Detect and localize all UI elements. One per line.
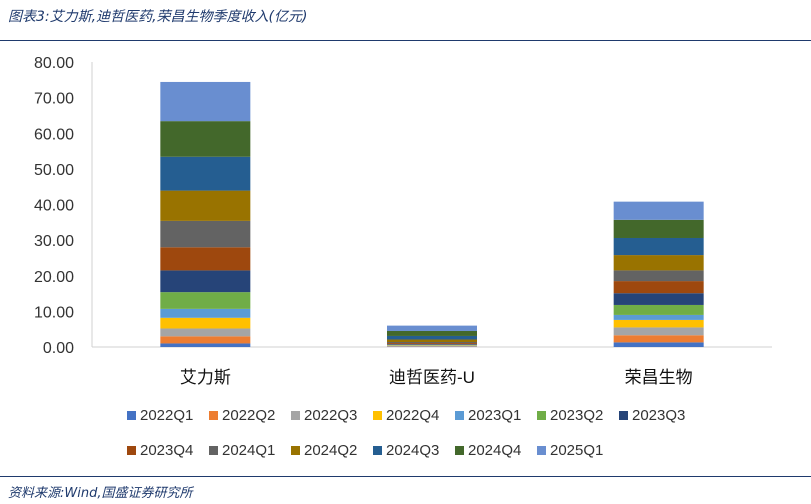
bars <box>160 81 704 347</box>
legend-swatch <box>455 411 464 420</box>
y-tick-label: 50.00 <box>34 162 74 179</box>
legend: 2022Q1 2022Q2 2022Q3 2022Q4 2023Q1 2023Q2 2023… <box>127 407 685 459</box>
legend-label: 2023Q3 <box>632 407 685 424</box>
category-labels: 艾力斯 迪哲医药-U 荣昌生物 <box>180 368 693 387</box>
legend-label: 2022Q4 <box>386 407 439 424</box>
y-tick-label: 70.00 <box>34 91 74 108</box>
category-label: 迪哲医药-U <box>389 368 475 387</box>
bar-segment <box>160 328 251 337</box>
bar-segment <box>160 317 251 329</box>
bar-segment <box>613 342 704 347</box>
bar-segment <box>613 293 704 305</box>
bar-segment <box>387 335 477 340</box>
legend-label: 2023Q4 <box>140 442 193 459</box>
legend-swatch <box>537 446 546 455</box>
legend-label: 2024Q4 <box>468 442 521 459</box>
bar-segment <box>160 156 251 191</box>
bar-segment <box>613 270 704 282</box>
legend-label: 2024Q3 <box>386 442 439 459</box>
bar-segment <box>160 190 251 221</box>
legend-swatch <box>537 411 546 420</box>
bar-segment <box>160 247 251 271</box>
y-tick-label: 80.00 <box>34 55 74 72</box>
stacked-bar-chart: 0.00 10.00 20.00 30.00 40.00 50.00 60.00 70.00 8… <box>34 55 772 459</box>
bar-segment <box>160 270 251 293</box>
legend-swatch <box>291 446 300 455</box>
legend-label: 2022Q3 <box>304 407 357 424</box>
bar-segment <box>613 335 704 343</box>
bar-segment <box>613 255 704 271</box>
category-label: 艾力斯 <box>180 368 231 387</box>
y-tick-label: 0.00 <box>43 340 74 357</box>
y-tick-label: 10.00 <box>34 304 74 321</box>
bar-segment <box>160 220 251 248</box>
bar-segment <box>613 327 704 336</box>
bar-segment <box>387 330 477 336</box>
legend-label: 2023Q1 <box>468 407 521 424</box>
bar-segment <box>160 308 251 318</box>
legend-swatch <box>373 446 382 455</box>
legend-swatch <box>127 411 136 420</box>
legend-swatch <box>209 411 218 420</box>
legend-swatch <box>455 446 464 455</box>
legend-label: 2024Q2 <box>304 442 357 459</box>
source-note: 资料来源:Wind,国盛证券研究所 <box>8 486 193 501</box>
category-label: 荣昌生物 <box>625 368 693 387</box>
legend-swatch <box>373 411 382 420</box>
plot-area: 0.00 10.00 20.00 30.00 40.00 50.00 60.00 70.00 8… <box>34 55 772 459</box>
legend-label: 2023Q2 <box>550 407 603 424</box>
y-tick-label: 60.00 <box>34 126 74 143</box>
bar-segment <box>613 237 704 256</box>
y-tick-label: 20.00 <box>34 269 74 286</box>
bar-segment <box>613 314 704 320</box>
figure-caption: 图表3:艾力斯,迪哲医药,荣昌生物季度收入(亿元) <box>8 9 308 25</box>
bar-segment <box>387 343 477 345</box>
bar-segment <box>160 81 251 122</box>
legend-label: 2022Q1 <box>140 407 193 424</box>
bar-segment <box>613 219 704 238</box>
legend-swatch <box>127 446 136 455</box>
bar-segment <box>160 343 251 347</box>
source-rule <box>0 476 811 477</box>
bar-segment <box>160 336 251 344</box>
bar-segment <box>613 319 704 328</box>
bar-segment <box>387 325 477 331</box>
bar-segment <box>387 342 477 344</box>
legend-label: 2022Q2 <box>222 407 275 424</box>
bar-segment <box>613 281 704 294</box>
bar-segment <box>387 344 477 345</box>
legend-swatch <box>209 446 218 455</box>
caption-rule <box>0 40 811 41</box>
legend-label: 2025Q1 <box>550 442 603 459</box>
legend-label: 2024Q1 <box>222 442 275 459</box>
legend-swatch <box>291 411 300 420</box>
bar-segment <box>613 201 704 220</box>
y-tick-label: 40.00 <box>34 198 74 215</box>
bar-segment <box>613 304 704 315</box>
bar-segment <box>387 339 477 343</box>
bar-segment <box>160 121 251 157</box>
y-tick-label: 30.00 <box>34 233 74 250</box>
legend-swatch <box>619 411 628 420</box>
y-tick-labels: 0.00 10.00 20.00 30.00 40.00 50.00 60.00 70.00 8… <box>34 55 74 357</box>
bar-segment <box>160 292 251 309</box>
